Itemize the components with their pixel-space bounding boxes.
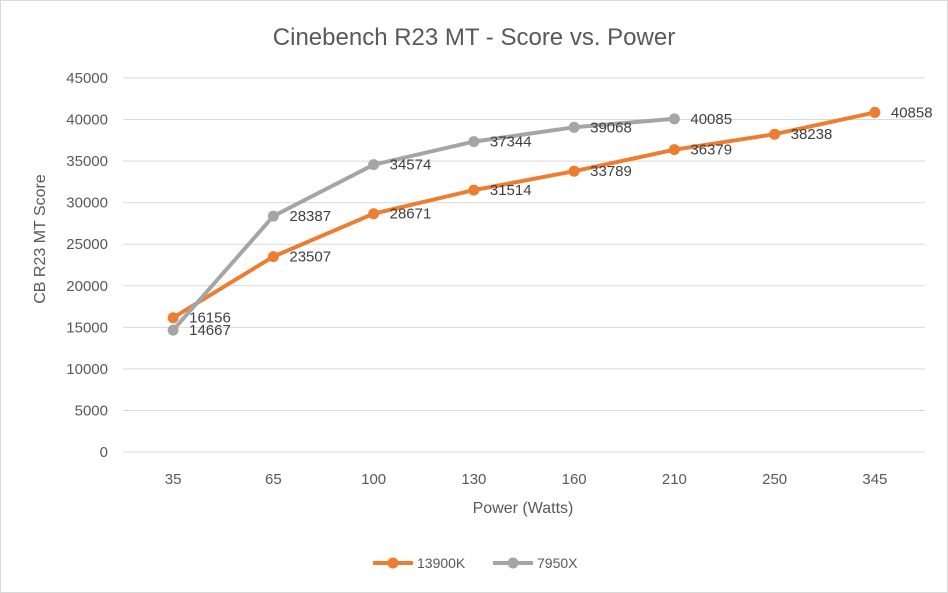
series-line-7950X: [171, 116, 675, 332]
data-point: [267, 210, 279, 222]
y-axis-ticks: 0 5000 10000 15000 20000 25000 30000 35000 40000…: [66, 70, 108, 461]
y-tick-label: 35000: [66, 153, 108, 170]
data-label: 39068: [590, 119, 632, 136]
series-line-13900K: [172, 110, 876, 320]
data-point: [267, 251, 279, 263]
data-point: [167, 324, 179, 336]
data-label: 38238: [791, 126, 833, 143]
y-tick-label: 20000: [66, 278, 108, 295]
x-tick-label: 130: [461, 471, 486, 488]
x-tick-label: 210: [662, 471, 687, 488]
y-tick-label: 45000: [66, 70, 108, 87]
x-axis-title: Power (Watts): [473, 500, 574, 517]
data-label: 23507: [289, 249, 331, 266]
x-tick-label: 250: [762, 471, 787, 488]
legend-label: 13900K: [417, 555, 466, 571]
data-label: 34574: [390, 157, 432, 174]
data-label: 31514: [490, 182, 532, 199]
data-point: [568, 165, 580, 177]
data-point: [468, 136, 480, 148]
legend-marker: [507, 557, 519, 569]
data-point: [769, 128, 781, 140]
y-tick-label: 40000: [66, 112, 108, 129]
legend-marker: [387, 557, 399, 569]
data-point: [869, 106, 881, 118]
data-label: 16156: [189, 310, 231, 327]
y-tick-label: 25000: [66, 236, 108, 253]
data-point: [167, 312, 179, 324]
data-label: 33789: [590, 163, 632, 180]
y-tick-label: 5000: [75, 402, 108, 419]
data-point: [468, 184, 480, 196]
x-tick-label: 100: [361, 471, 386, 488]
legend: 13900K 7950X: [373, 555, 578, 571]
data-label: 37344: [490, 134, 532, 151]
y-tick-label: 30000: [66, 195, 108, 212]
y-tick-label: 0: [100, 444, 108, 461]
data-label: 14667: [189, 322, 231, 339]
data-label: 28671: [390, 206, 432, 223]
data-point: [668, 144, 680, 156]
data-labels: 16156 23507 28671 31514 33789 36379 38238 40858…: [189, 104, 932, 339]
x-tick-label: 65: [265, 471, 282, 488]
data-label: 40085: [690, 111, 732, 128]
legend-label: 7950X: [537, 555, 578, 571]
x-axis-ticks: 35 65 100 130 160 210 250 345: [165, 471, 888, 488]
chart-title: Cinebench R23 MT - Score vs. Power: [273, 24, 675, 51]
x-tick-label: 35: [165, 471, 182, 488]
x-tick-label: 345: [862, 471, 887, 488]
data-point: [668, 113, 680, 125]
y-axis-title: CB R23 MT Score: [32, 174, 49, 304]
data-label: 28387: [289, 208, 331, 225]
y-tick-label: 15000: [66, 319, 108, 336]
x-tick-label: 160: [562, 471, 587, 488]
data-point: [368, 208, 380, 220]
y-tick-label: 10000: [66, 361, 108, 378]
series-group: [167, 106, 881, 336]
data-point: [568, 121, 580, 133]
gridlines: [123, 77, 925, 453]
data-label: 36379: [690, 142, 732, 159]
data-label: 40858: [891, 104, 933, 121]
data-point: [368, 159, 380, 171]
